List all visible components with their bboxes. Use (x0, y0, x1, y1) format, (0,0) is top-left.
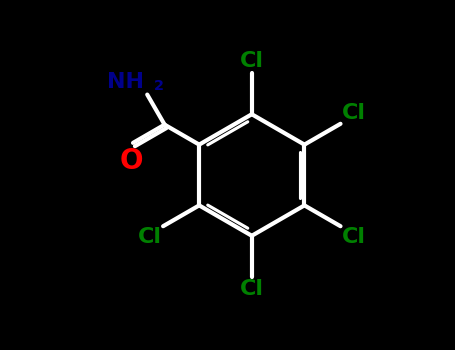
Text: O: O (120, 147, 143, 175)
Text: Cl: Cl (342, 103, 366, 123)
Text: Cl: Cl (342, 227, 366, 247)
Text: Cl: Cl (240, 279, 264, 299)
Text: NH: NH (107, 72, 145, 92)
Text: Cl: Cl (137, 227, 162, 247)
Text: 2: 2 (153, 79, 163, 93)
Text: Cl: Cl (240, 51, 264, 71)
